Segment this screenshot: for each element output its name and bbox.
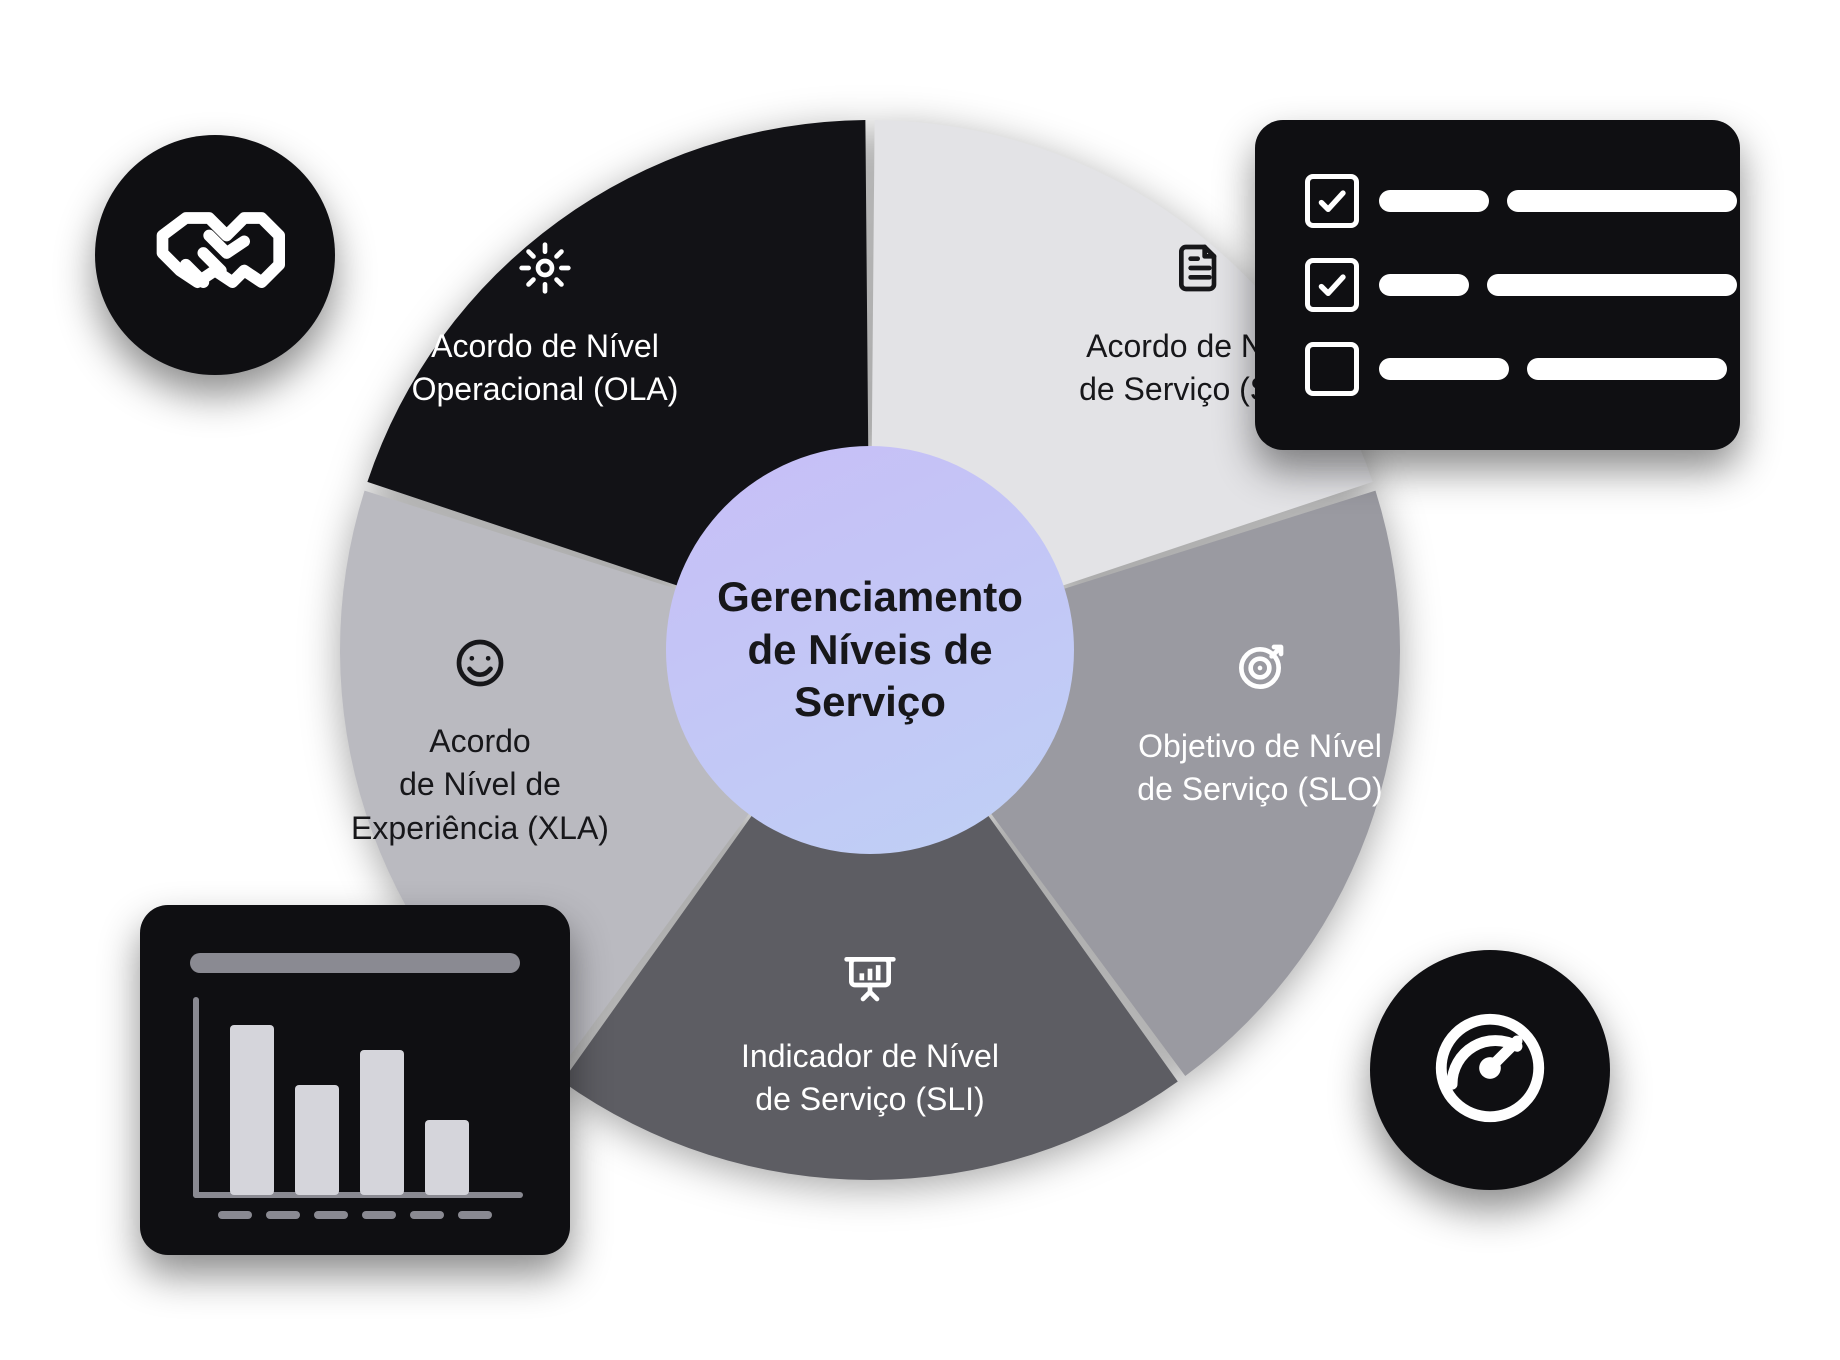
checkbox-checked-icon: [1305, 258, 1359, 312]
chart-tick: [266, 1211, 300, 1219]
handshake-badge: [95, 135, 335, 375]
diagram-stage: Gerenciamentode Níveis deServiço Acordo …: [0, 0, 1840, 1360]
checklist-row: [1305, 342, 1690, 396]
wheel-slice-label-sli: Indicador de Nívelde Serviço (SLI): [690, 950, 1050, 1122]
target-icon: [1080, 640, 1440, 707]
checklist-line: [1379, 190, 1489, 212]
wheel-slice-label-ola: Acordo de NívelOperacional (OLA): [355, 240, 735, 412]
gear-icon: [355, 240, 735, 307]
chart-card: [140, 905, 570, 1255]
chart-bar: [230, 1025, 274, 1195]
wheel-slice-label-slo: Objetivo de Nívelde Serviço (SLO): [1080, 640, 1440, 812]
checkbox-unchecked-icon: [1305, 342, 1359, 396]
handshake-icon: [145, 183, 285, 328]
checklist-line: [1527, 358, 1727, 380]
chart-tick: [458, 1211, 492, 1219]
chart-bar: [360, 1050, 404, 1195]
checklist-card: [1255, 120, 1740, 450]
checklist-line-group: [1379, 190, 1737, 212]
wheel-center: Gerenciamentode Níveis deServiço: [666, 446, 1074, 854]
checklist-line: [1507, 190, 1737, 212]
checklist-line: [1379, 358, 1509, 380]
chart-title-bar: [190, 953, 520, 973]
checklist-row: [1305, 258, 1690, 312]
checklist-line: [1487, 274, 1737, 296]
wheel-slice-label-xla: Acordode Nível deExperiência (XLA): [300, 635, 660, 850]
chart-bar: [295, 1085, 339, 1195]
chart-svg: [140, 905, 570, 1255]
chart-tick: [314, 1211, 348, 1219]
wheel-center-title: Gerenciamentode Níveis deServiço: [717, 571, 1023, 729]
checkbox-checked-icon: [1305, 174, 1359, 228]
chart-tick: [362, 1211, 396, 1219]
checklist-row: [1305, 174, 1690, 228]
smile-icon: [300, 635, 660, 702]
gauge-icon: [1425, 1003, 1555, 1138]
chart-bar: [425, 1120, 469, 1195]
gauge-badge: [1370, 950, 1610, 1190]
checklist-line: [1379, 274, 1469, 296]
presentation-icon: [690, 950, 1050, 1017]
chart-tick: [410, 1211, 444, 1219]
chart-tick: [218, 1211, 252, 1219]
checklist-line-group: [1379, 358, 1727, 380]
checklist-line-group: [1379, 274, 1737, 296]
